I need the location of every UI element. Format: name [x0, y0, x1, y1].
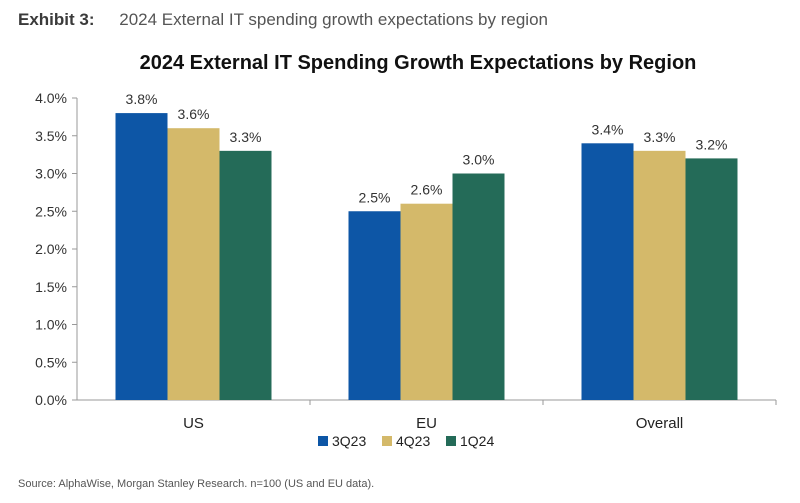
data-label: 3.2%	[696, 136, 728, 152]
legend-label-3q23: 3Q23	[332, 433, 366, 449]
chart-legend: 3Q23 4Q23 1Q24	[318, 433, 494, 449]
y-tick-label: 1.5%	[35, 279, 67, 295]
bar-1q24-overall	[685, 158, 738, 400]
y-tick-label: 0.0%	[35, 392, 67, 408]
y-tick-label: 3.5%	[35, 128, 67, 144]
y-tick-label: 2.0%	[35, 241, 67, 257]
bar-3q23-overall	[581, 143, 634, 401]
data-label: 3.0%	[463, 152, 495, 168]
x-category-label: Overall	[636, 415, 684, 432]
data-label: 3.3%	[230, 129, 262, 145]
bar-4q23-eu	[400, 203, 453, 400]
bar-4q23-overall	[633, 150, 686, 400]
legend-label-4q23: 4Q23	[396, 433, 430, 449]
y-tick-label: 1.0%	[35, 317, 67, 333]
y-tick-label: 2.5%	[35, 203, 67, 219]
exhibit-header: Exhibit 3: 2024 External IT spending gro…	[18, 10, 548, 30]
exhibit-subtitle: 2024 External IT spending growth expecta…	[119, 10, 548, 29]
y-tick-label: 4.0%	[35, 90, 67, 106]
bar-1q24-us	[219, 150, 272, 400]
chart-bars: 3.8% 3.6% 3.3% 2.5% 2.6% 3.0% 3.4% 3.3% 3.2%	[115, 91, 738, 401]
bar-chart: 2024 External IT Spending Growth Expecta…	[35, 52, 777, 449]
data-label: 2.6%	[411, 182, 443, 198]
y-tick-label: 0.5%	[35, 354, 67, 370]
bar-3q23-eu	[348, 211, 401, 400]
exhibit-label: Exhibit 3:	[18, 10, 95, 29]
source-note: Source: AlphaWise, Morgan Stanley Resear…	[18, 478, 375, 490]
legend-swatch-3q23	[318, 436, 328, 446]
bar-3q23-us	[115, 113, 168, 400]
data-label: 3.3%	[644, 129, 676, 145]
legend-swatch-4q23	[382, 436, 392, 446]
data-label: 3.8%	[126, 91, 158, 107]
x-category-label: EU	[416, 415, 437, 432]
data-label: 3.6%	[178, 106, 210, 122]
y-tick-label: 3.0%	[35, 166, 67, 182]
bar-4q23-us	[167, 128, 220, 400]
legend-label-1q24: 1Q24	[460, 433, 494, 449]
legend-swatch-1q24	[446, 436, 456, 446]
bar-1q24-eu	[452, 173, 505, 400]
data-label: 2.5%	[359, 189, 391, 205]
chart-title: 2024 External IT Spending Growth Expecta…	[140, 52, 697, 74]
data-label: 3.4%	[592, 121, 624, 137]
x-category-label: US	[183, 415, 204, 432]
